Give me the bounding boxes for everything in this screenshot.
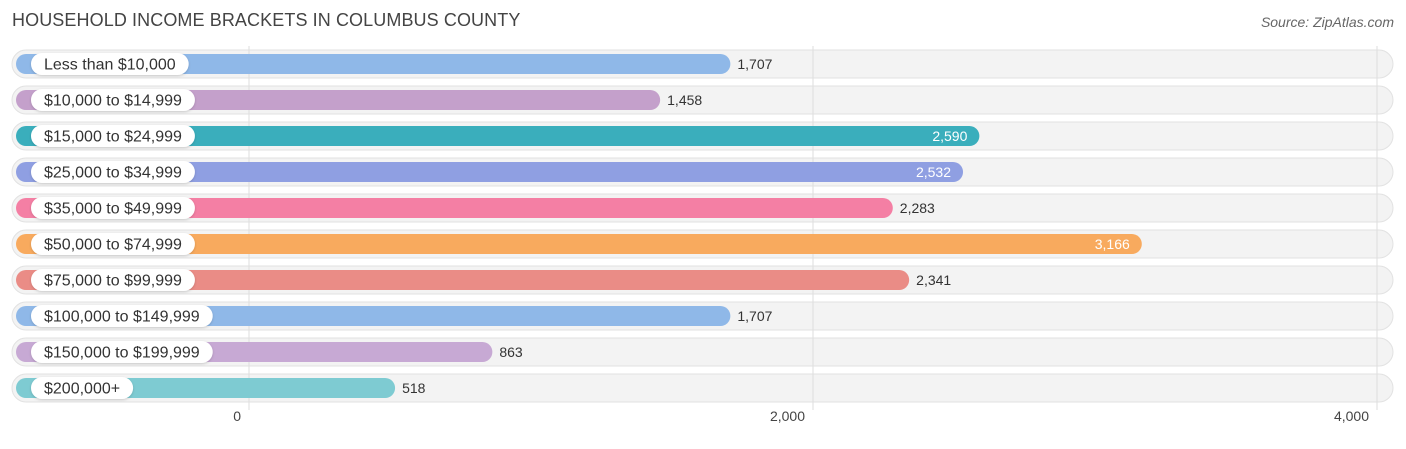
bar-row: $75,000 to $99,999 2,341: [16, 269, 951, 291]
category-pill: [31, 233, 195, 255]
bar-row: $50,000 to $74,999 3,166: [16, 233, 1142, 255]
x-axis: 0 2,000 4,000: [233, 408, 1369, 424]
category-pill: [31, 53, 189, 75]
bar-row: Less than $10,000 1,707: [16, 53, 773, 75]
bar-row: $10,000 to $14,999 1,458: [16, 89, 702, 111]
bar: [16, 162, 964, 182]
value-label: 1,458: [667, 92, 702, 108]
category-pill: [31, 377, 134, 399]
x-tick-label: 2,000: [770, 408, 805, 424]
bar-row: $35,000 to $49,999 2,283: [16, 197, 935, 219]
category-pill: [31, 161, 195, 183]
category-label: $75,000 to $99,999: [44, 273, 182, 290]
category-pill: [31, 341, 213, 363]
value-label: 1,707: [737, 308, 772, 324]
bar: [16, 54, 731, 74]
chart-title: HOUSEHOLD INCOME BRACKETS IN COLUMBUS CO…: [12, 10, 521, 30]
bar-row: $25,000 to $34,999 2,532: [16, 161, 964, 183]
x-tick-label: 0: [233, 408, 241, 424]
category-label: $15,000 to $24,999: [44, 129, 182, 146]
bar-row: $150,000 to $199,999 863: [16, 341, 523, 363]
category-label: $150,000 to $199,999: [44, 345, 200, 362]
category-label: $35,000 to $49,999: [44, 201, 182, 218]
value-label: 2,532: [916, 164, 951, 180]
category-pill: [31, 125, 195, 147]
category-label: $200,000+: [44, 381, 120, 398]
category-label: $10,000 to $14,999: [44, 93, 182, 110]
value-label: 2,590: [932, 128, 967, 144]
value-label: 2,341: [916, 272, 951, 288]
bar: [16, 270, 910, 290]
bar-row: $100,000 to $149,999 1,707: [16, 305, 773, 327]
category-pill: [31, 89, 195, 111]
category-label: $50,000 to $74,999: [44, 237, 182, 254]
bar-row: $15,000 to $24,999 2,590: [16, 125, 980, 147]
value-label: 1,707: [737, 56, 772, 72]
category-label: $25,000 to $34,999: [44, 165, 182, 182]
bar: [16, 198, 893, 218]
source-note: Source: ZipAtlas.com: [1260, 14, 1394, 30]
category-label: $100,000 to $149,999: [44, 309, 200, 326]
value-label: 2,283: [900, 200, 935, 216]
x-tick-label: 4,000: [1334, 408, 1369, 424]
bar-row: $200,000+ 518: [16, 377, 426, 399]
bars-layer: Less than $10,000 1,707 $10,000 to $14,999…: [16, 53, 1142, 399]
category-label: Less than $10,000: [44, 57, 176, 74]
bar: [16, 234, 1142, 254]
value-label: 863: [499, 344, 523, 360]
value-label: 518: [402, 380, 426, 396]
category-pill: [31, 305, 213, 327]
value-label: 3,166: [1095, 236, 1130, 252]
category-pill: [31, 197, 195, 219]
category-pill: [31, 269, 195, 291]
bar: [16, 126, 980, 146]
